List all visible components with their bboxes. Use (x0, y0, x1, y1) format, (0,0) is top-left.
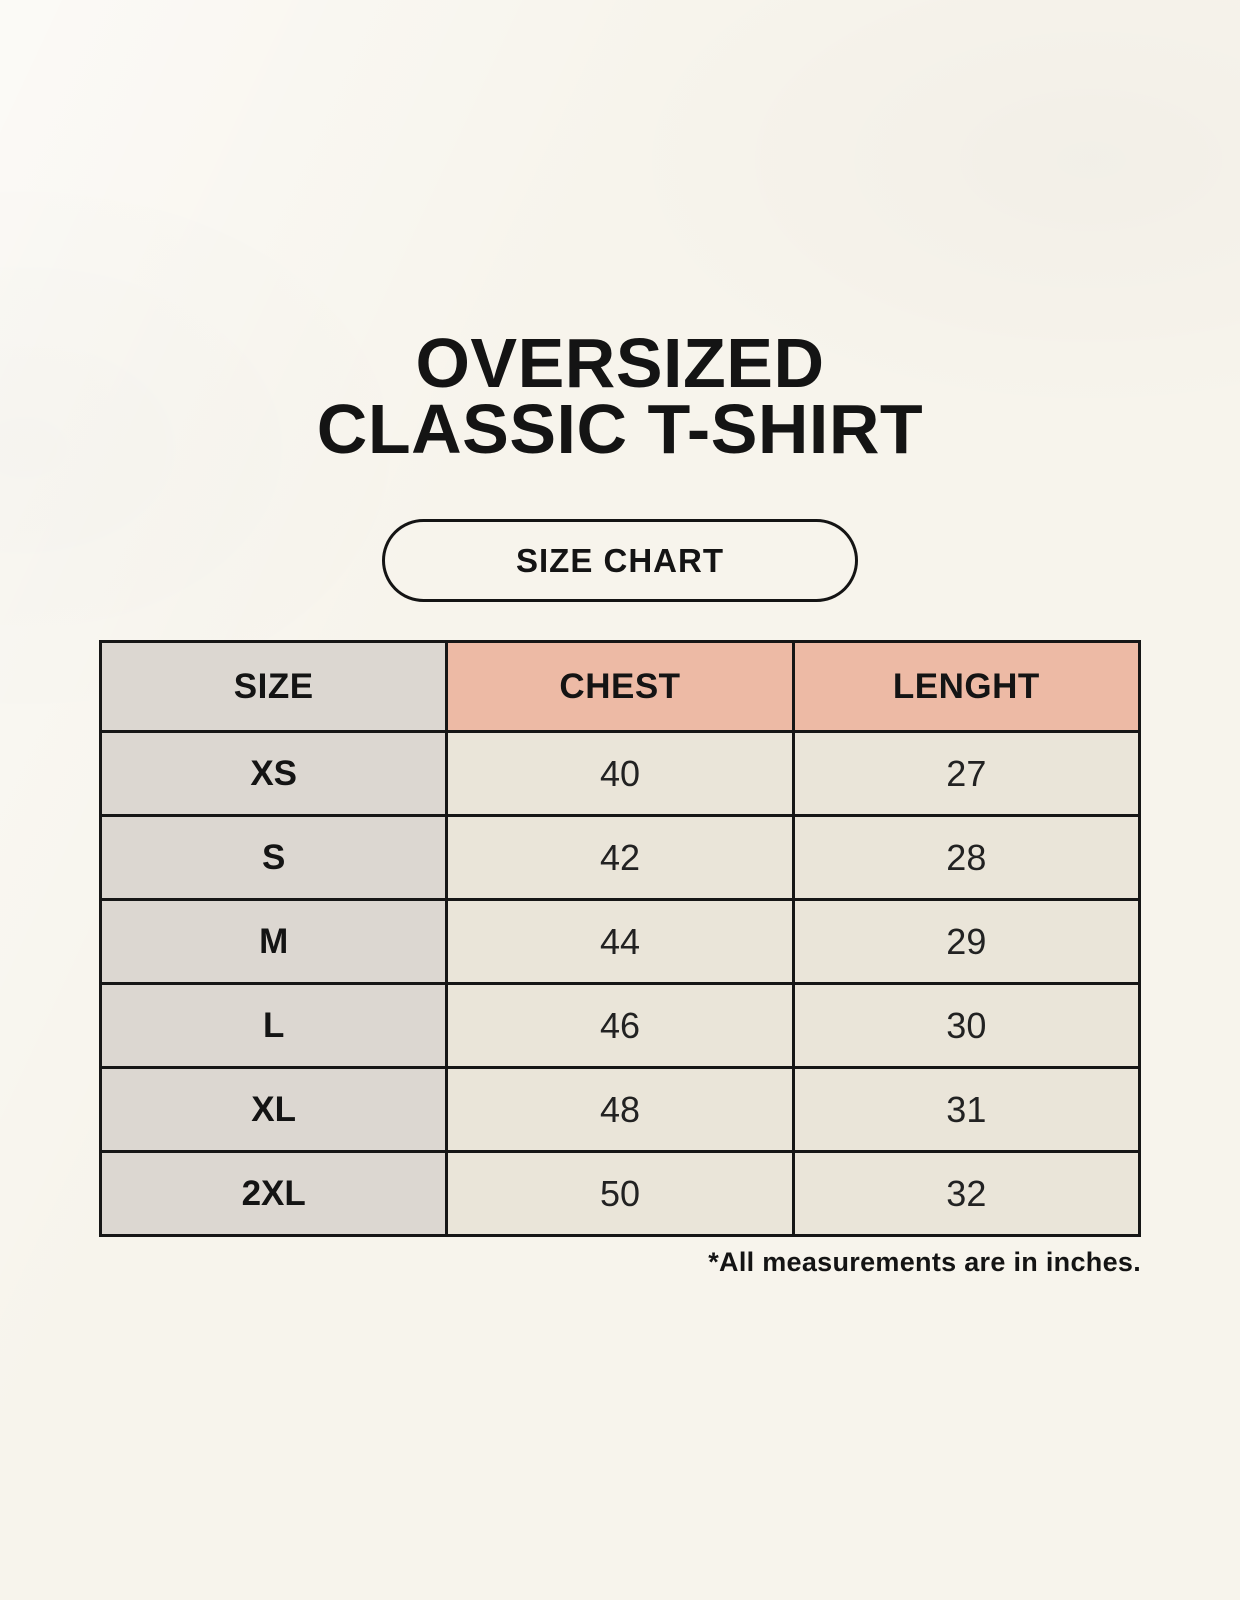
size-chart-page: OVERSIZED CLASSIC T-SHIRT SIZE CHART SIZ… (98, 0, 1142, 1278)
chest-cell: 46 (445, 982, 795, 1069)
length-cell: 31 (791, 1066, 1142, 1153)
size-chart-badge-label: SIZE CHART (516, 541, 724, 579)
chest-cell: 50 (445, 1150, 795, 1237)
size-cell: M (98, 898, 449, 985)
size-table: SIZE CHEST LENGHT XS 40 27 S 42 28 M 44 … (98, 640, 1142, 1237)
column-header-size: SIZE (98, 640, 449, 733)
table-row: S 42 28 (98, 814, 1142, 901)
title-line-2: CLASSIC T-SHIRT (316, 390, 924, 468)
chest-cell: 40 (445, 730, 795, 817)
length-cell: 30 (791, 982, 1142, 1069)
table-row: M 44 29 (98, 898, 1142, 985)
size-cell: 2XL (98, 1150, 449, 1237)
table-row: 2XL 50 32 (98, 1150, 1142, 1237)
page-title: OVERSIZED CLASSIC T-SHIRT (99, 324, 1141, 468)
size-cell: L (98, 982, 449, 1069)
size-chart-badge[interactable]: SIZE CHART (382, 519, 858, 602)
size-cell: S (98, 814, 449, 901)
table-row: XS 40 27 (98, 730, 1142, 817)
column-header-length: LENGHT (791, 640, 1142, 733)
measurements-footnote: *All measurements are in inches. (708, 1247, 1141, 1277)
length-cell: 28 (791, 814, 1142, 901)
length-cell: 32 (791, 1150, 1142, 1237)
chest-cell: 42 (445, 814, 795, 901)
title-line-1: OVERSIZED (415, 324, 825, 402)
table-row: XL 48 31 (98, 1066, 1142, 1153)
chest-cell: 48 (445, 1066, 795, 1153)
size-table-body: XS 40 27 S 42 28 M 44 29 L 46 30 XL 48 3… (98, 730, 1142, 1237)
chest-cell: 44 (445, 898, 795, 985)
length-cell: 29 (791, 898, 1142, 985)
column-header-chest: CHEST (445, 640, 795, 733)
size-cell: XS (98, 730, 449, 817)
table-row: L 46 30 (98, 982, 1142, 1069)
size-cell: XL (98, 1066, 449, 1153)
length-cell: 27 (791, 730, 1142, 817)
size-table-header-row: SIZE CHEST LENGHT (98, 640, 1142, 733)
